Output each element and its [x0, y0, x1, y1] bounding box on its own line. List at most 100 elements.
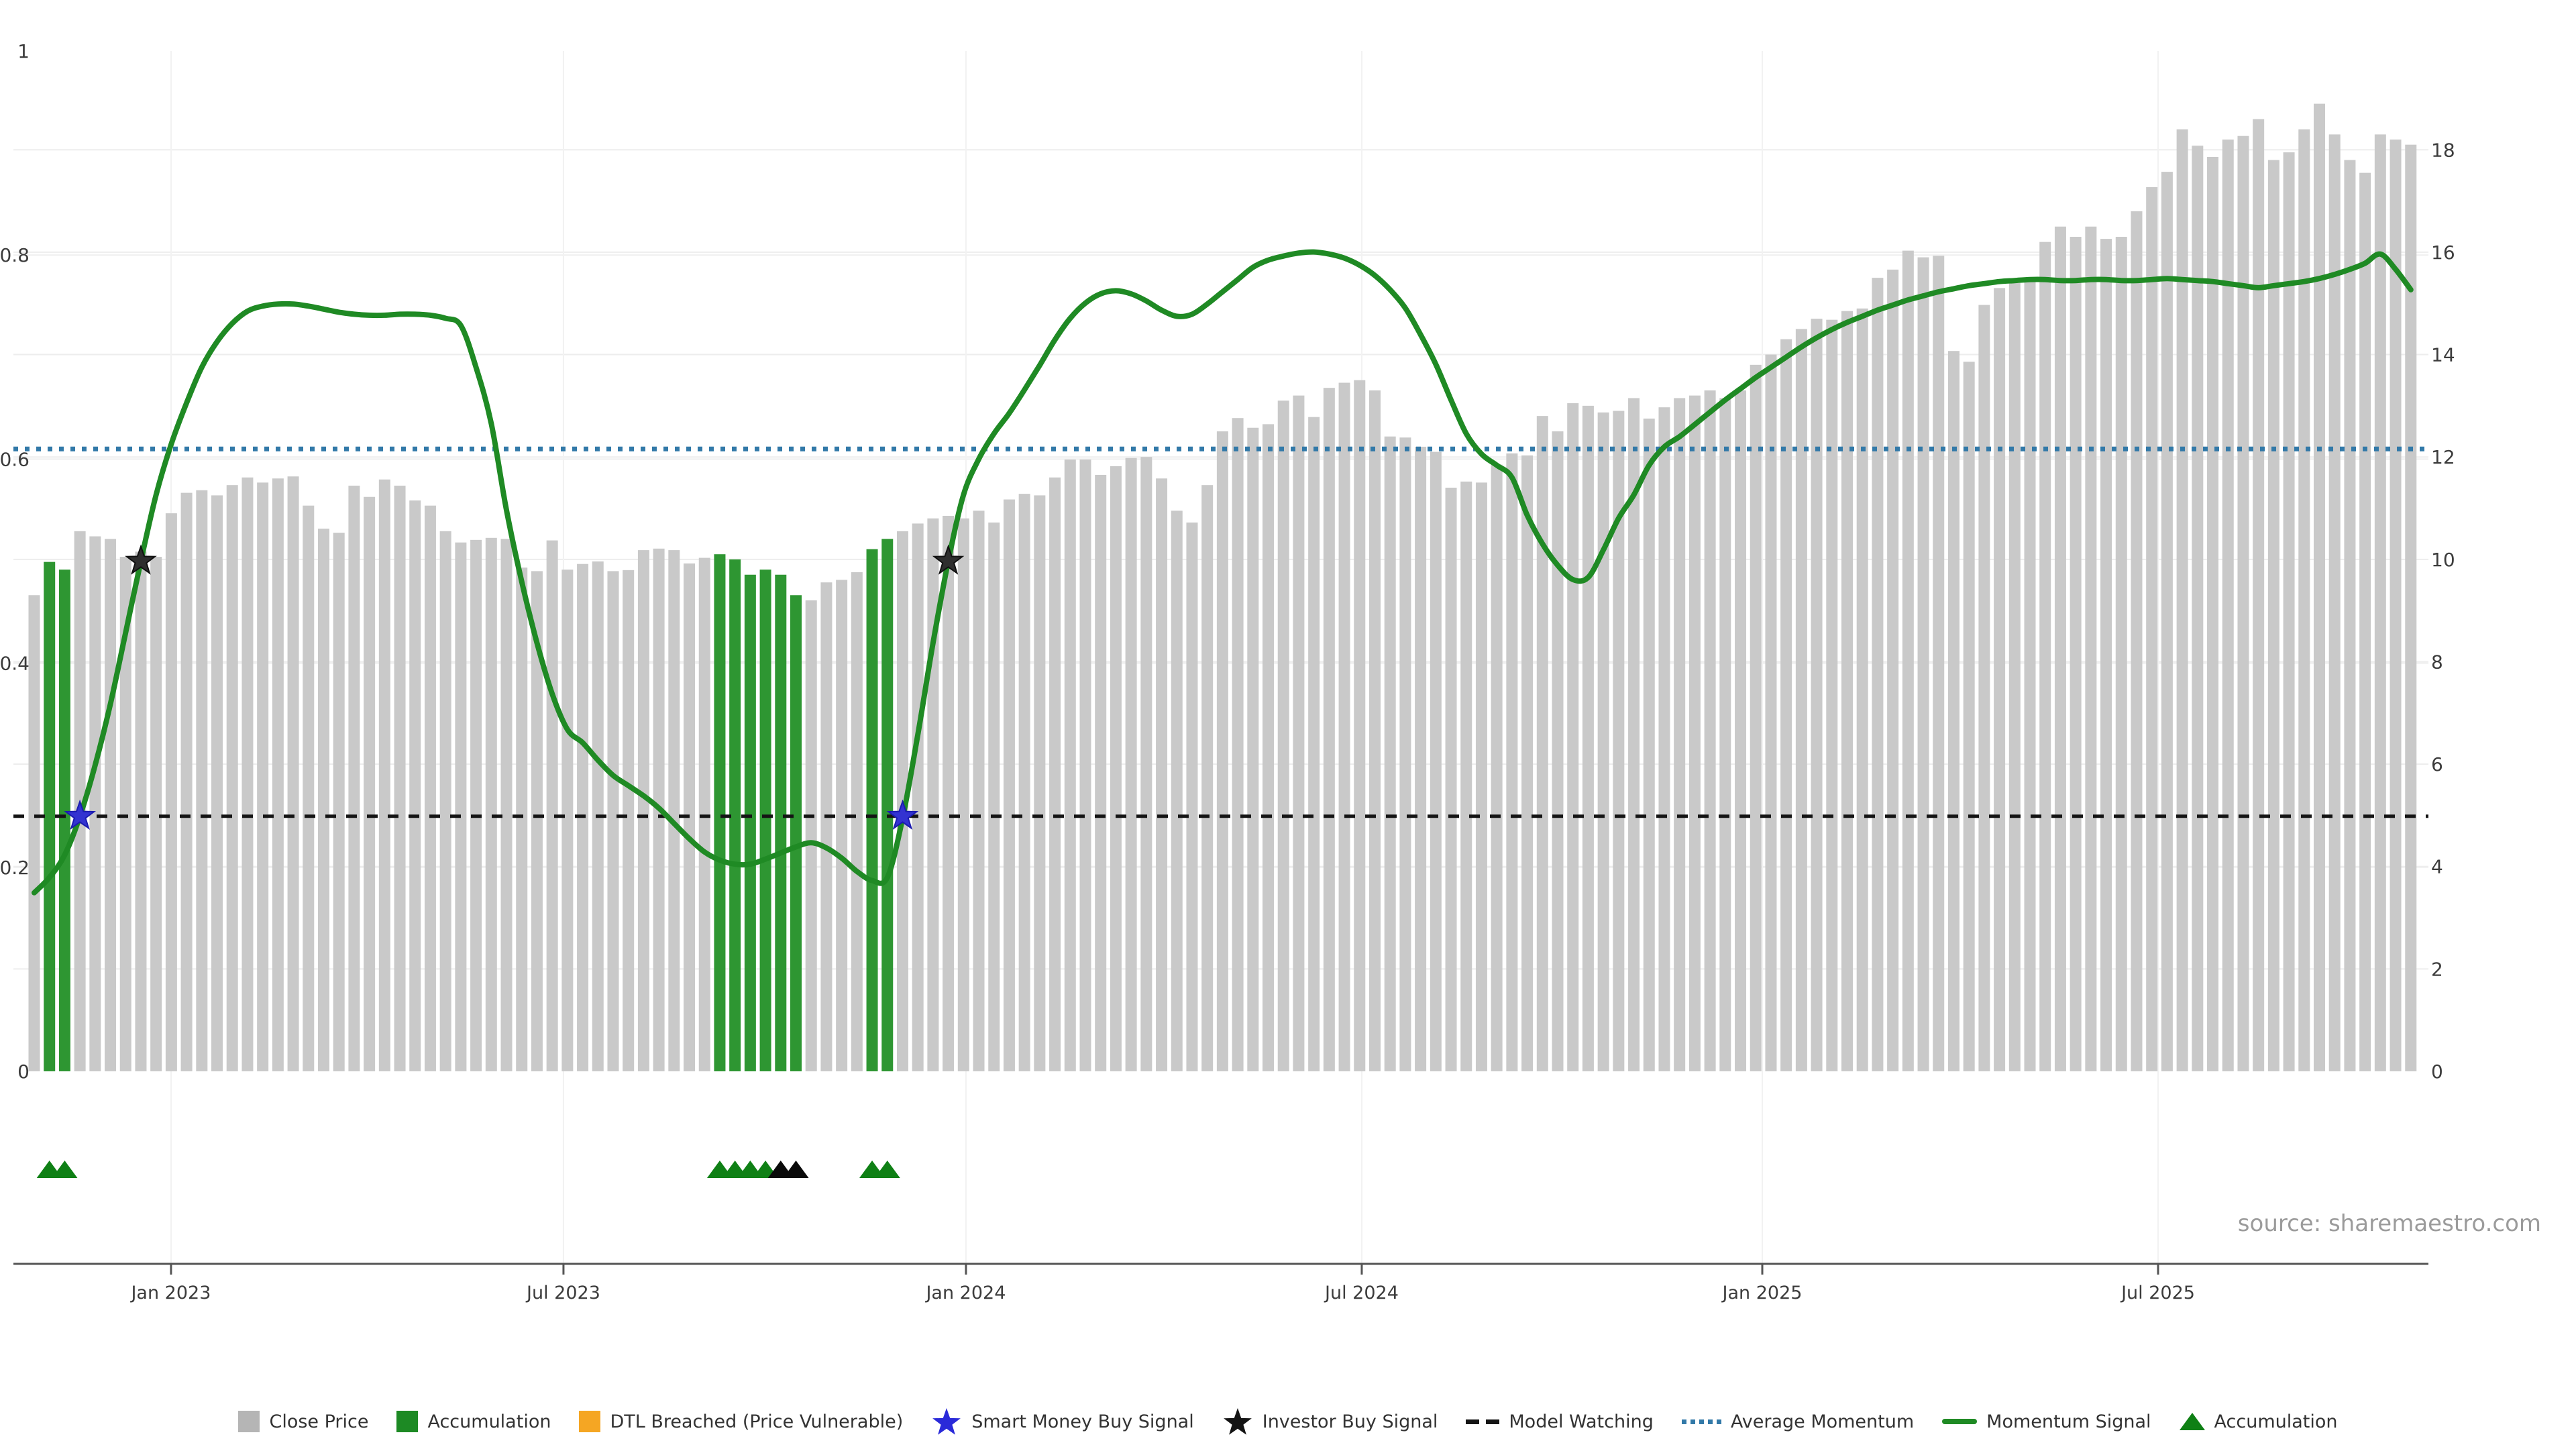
- left-tick-label: 0.2: [0, 857, 30, 879]
- x-tick-label: Jan 2025: [1721, 1283, 1803, 1303]
- legend: Close Price Accumulation DTL Breached (Pri…: [0, 1406, 2576, 1437]
- close-price-bar: [1658, 407, 1670, 1071]
- close-price-bar: [1582, 405, 1594, 1071]
- close-price-bar: [957, 518, 969, 1071]
- accumulation-triangle-icon: [874, 1161, 900, 1179]
- price-momentum-chart: Jan 2023 Jul 2023 Jan 2024 Jul 2024 Jan 2025…: [0, 40, 2455, 1303]
- close-price-bar: [119, 557, 131, 1071]
- close-price-bar: [1613, 411, 1625, 1071]
- close-price-bar: [2359, 172, 2371, 1071]
- close-price-bar: [1704, 390, 1716, 1071]
- close-price-bar: [2070, 237, 2082, 1071]
- legend-item: Average Momentum: [1681, 1411, 1914, 1432]
- right-tick-label: 2: [2431, 958, 2443, 980]
- close-price-bar: [637, 550, 649, 1071]
- legend-square-swatch: [396, 1411, 419, 1432]
- close-price-bar: [1049, 477, 1061, 1071]
- close-price-bar: [211, 495, 223, 1071]
- close-price-bar: [2100, 239, 2112, 1072]
- close-price-bar: [2405, 144, 2417, 1072]
- right-tick-label: 10: [2431, 549, 2455, 571]
- close-price-bar: [1491, 464, 1503, 1071]
- close-price-bar: [1263, 424, 1275, 1071]
- close-price-bar: [2085, 226, 2097, 1071]
- close-price-bar: [2192, 146, 2204, 1072]
- legend-item: Smart Money Buy Signal: [931, 1406, 1194, 1437]
- legend-item: Model Watching: [1466, 1411, 1654, 1432]
- close-price-bar: [1201, 485, 1214, 1071]
- close-price-bar: [1780, 339, 1792, 1072]
- accumulation-bar: [44, 561, 56, 1071]
- close-price-bar: [135, 551, 147, 1071]
- accumulation-bar: [790, 595, 802, 1071]
- left-tick-label: 0.8: [0, 244, 30, 266]
- right-tick-label: 18: [2431, 139, 2455, 161]
- close-price-bar: [1674, 398, 1686, 1071]
- close-price-bar: [1323, 388, 1335, 1071]
- right-tick-label: 16: [2431, 241, 2455, 264]
- close-price-bar: [364, 496, 376, 1071]
- close-price-bar: [912, 523, 924, 1071]
- close-price-bar: [1186, 522, 1198, 1071]
- close-price-bar: [546, 540, 558, 1071]
- close-price-bar: [2253, 119, 2265, 1072]
- close-price-bar: [1521, 455, 1534, 1071]
- source-note: source: sharemaestro.com: [2237, 1210, 2541, 1237]
- close-price-bar: [2390, 140, 2402, 1072]
- close-price-bar: [1536, 416, 1548, 1071]
- close-price-bar: [1811, 319, 1823, 1072]
- close-price-bar: [2374, 134, 2386, 1072]
- close-price-bar: [424, 505, 436, 1071]
- close-price-bar: [836, 580, 848, 1071]
- legend-square-swatch: [579, 1411, 601, 1432]
- close-price-bar: [2344, 160, 2356, 1072]
- legend-label: Model Watching: [1509, 1411, 1654, 1432]
- legend-item: Investor Buy Signal: [1222, 1406, 1438, 1437]
- close-price-bar: [303, 505, 315, 1071]
- close-price-bar: [2146, 187, 2158, 1071]
- close-price-bar: [1688, 395, 1701, 1071]
- close-price-bar: [89, 536, 101, 1071]
- close-price-bar: [409, 500, 421, 1071]
- close-price-bar: [1095, 474, 1107, 1071]
- close-price-bar: [1719, 398, 1731, 1071]
- close-price-bar: [2328, 134, 2341, 1072]
- close-price-bar: [1735, 390, 1747, 1071]
- x-tick-label: Jul 2023: [525, 1283, 600, 1303]
- close-price-bar: [1795, 329, 1807, 1072]
- close-price-bar: [2207, 156, 2219, 1071]
- close-price-bar: [1902, 250, 1914, 1071]
- close-price-bar: [1628, 398, 1640, 1071]
- legend-line-icon: [1942, 1419, 1978, 1424]
- close-price-bar: [1947, 351, 1960, 1071]
- x-tick-label: Jan 2023: [129, 1283, 211, 1303]
- close-price-bar: [1216, 431, 1228, 1071]
- legend-label: DTL Breached (Price Vulnerable): [610, 1411, 904, 1432]
- close-price-bar: [2298, 129, 2310, 1072]
- close-price-bar: [1140, 457, 1152, 1071]
- smart-money-buy-star-icon: [64, 799, 96, 830]
- accumulation-bar: [759, 570, 771, 1071]
- legend-triangle-icon: [2179, 1413, 2205, 1430]
- close-price-bar: [1430, 451, 1442, 1071]
- right-tick-label: 14: [2431, 344, 2455, 366]
- close-price-bar: [805, 600, 817, 1071]
- accumulation-bar: [775, 574, 787, 1071]
- close-price-bar: [851, 572, 863, 1071]
- close-price-bar: [1368, 390, 1381, 1071]
- close-price-bar: [1963, 362, 1975, 1071]
- legend-label: Momentum Signal: [1986, 1411, 2151, 1432]
- close-price-bar: [1872, 278, 1884, 1071]
- close-price-bar: [241, 477, 254, 1071]
- close-price-bar: [2161, 172, 2173, 1071]
- close-price-bar: [455, 542, 467, 1071]
- left-tick-label: 0.4: [0, 653, 30, 675]
- accumulation-triangle-icon: [52, 1161, 78, 1179]
- close-price-bar: [500, 539, 513, 1071]
- left-tick-label: 0.6: [0, 448, 30, 470]
- close-price-bar: [1018, 494, 1030, 1071]
- x-tick-label: Jul 2025: [2120, 1283, 2195, 1303]
- close-price-bar: [1978, 305, 1990, 1072]
- close-price-bar: [1506, 453, 1518, 1071]
